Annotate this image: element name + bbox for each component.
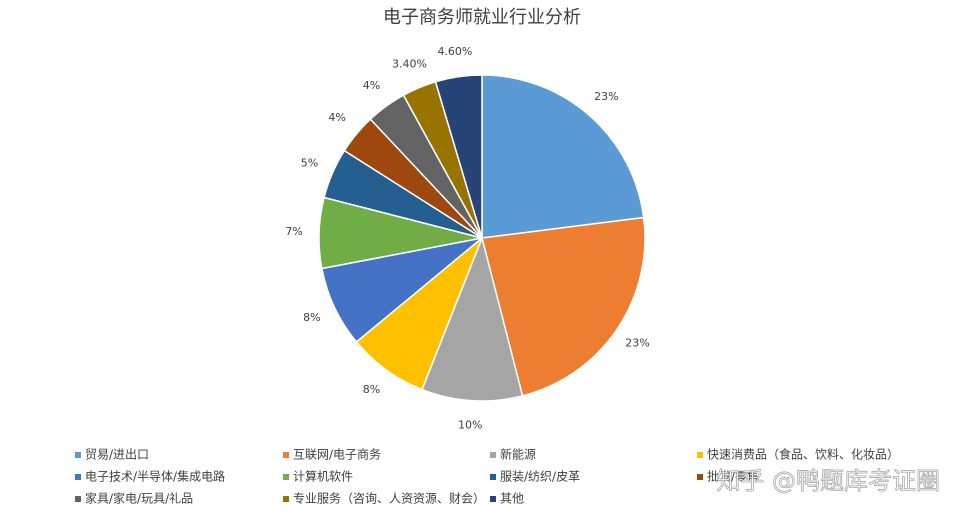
- data-label: 5%: [301, 156, 318, 169]
- legend-label: 贸易/进出口: [85, 448, 149, 462]
- chart-title: 电子商务师就业行业分析: [383, 7, 581, 28]
- pie-slice: [434, 74, 483, 239]
- pie-slice: [481, 216, 646, 397]
- data-label: 8%: [363, 383, 380, 396]
- legend-label: 专业服务（咨询、人资资源、财会）: [293, 491, 485, 506]
- data-label: 4%: [328, 111, 345, 124]
- legend-swatch: [697, 474, 703, 480]
- data-label: 7%: [285, 225, 302, 238]
- legend-label: 批发/零售: [707, 469, 759, 484]
- legend-label: 计算机软件: [293, 469, 353, 484]
- legend-swatch: [75, 496, 81, 502]
- legend-swatch: [283, 496, 289, 502]
- legend-label: 新能源: [500, 447, 536, 462]
- data-label: 4.60%: [437, 45, 472, 58]
- legend-label: 电子技术/半导体/集成电路: [85, 469, 225, 484]
- legend-label: 家具/家电/玩具/礼品: [85, 491, 193, 506]
- legend-swatch: [490, 496, 496, 502]
- data-label: 23%: [625, 337, 649, 350]
- legend-swatch: [75, 452, 81, 458]
- data-label: 4%: [363, 79, 380, 92]
- legend-swatch: [490, 474, 496, 480]
- legend-swatch: [283, 474, 289, 480]
- legend-swatch: [75, 474, 81, 480]
- legend-label: 互联网/电子商务: [293, 447, 381, 462]
- data-label: 3.40%: [392, 58, 427, 71]
- legend-label: 其他: [500, 492, 524, 506]
- legend-swatch: [490, 452, 496, 458]
- pie-slice: [421, 235, 524, 402]
- data-label: 23%: [594, 90, 618, 103]
- data-label: 8%: [303, 311, 320, 324]
- pie-slice: [481, 74, 645, 239]
- watermark: 知乎 @鸭题库考证圈: [716, 467, 940, 495]
- legend-label: 快速消费品（食品、饮料、化妆品）: [707, 447, 899, 462]
- legend-label: 服装/纺织/皮革: [500, 470, 580, 484]
- legend-swatch: [697, 452, 703, 458]
- legend-swatch: [283, 452, 289, 458]
- data-label: 10%: [458, 419, 482, 432]
